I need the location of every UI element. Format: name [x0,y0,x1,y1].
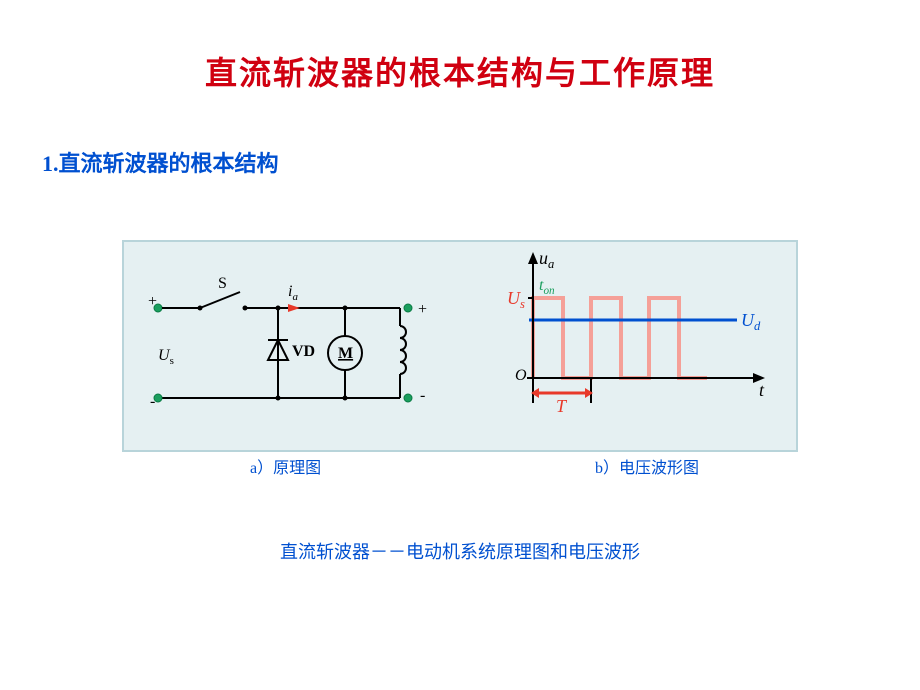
origin-label: O [515,367,527,384]
subtitle-text: 1.直流斩波器的根本结构 [42,151,279,176]
figure-container: S ia VD + - Us M [120,238,800,488]
terminal-top-right [404,304,412,312]
plus-left: + [148,293,157,310]
page-title: 直流斩波器的根本结构与工作原理 [0,0,920,94]
terminal-bottom-right [404,394,412,402]
figure-background [123,241,797,451]
title-text: 直流斩波器的根本结构与工作原理 [205,55,715,91]
plus-right: + [418,301,427,318]
minus-right: - [420,387,425,404]
diode-label: VD [292,343,315,360]
waveform-sublabel: b）电压波形图 [595,459,699,477]
figure-svg: S ia VD + - Us M [120,238,800,488]
switch-label: S [218,275,227,292]
minus-left: - [150,393,155,410]
caption-text: 直流斩波器－－电动机系统原理图和电压波形 [280,542,640,562]
figure-caption: 直流斩波器－－电动机系统原理图和电压波形 [0,538,920,564]
circuit-sublabel: a）原理图 [250,459,321,477]
motor-label: M [338,345,353,362]
section-subtitle: 1.直流斩波器的根本结构 [0,94,920,178]
